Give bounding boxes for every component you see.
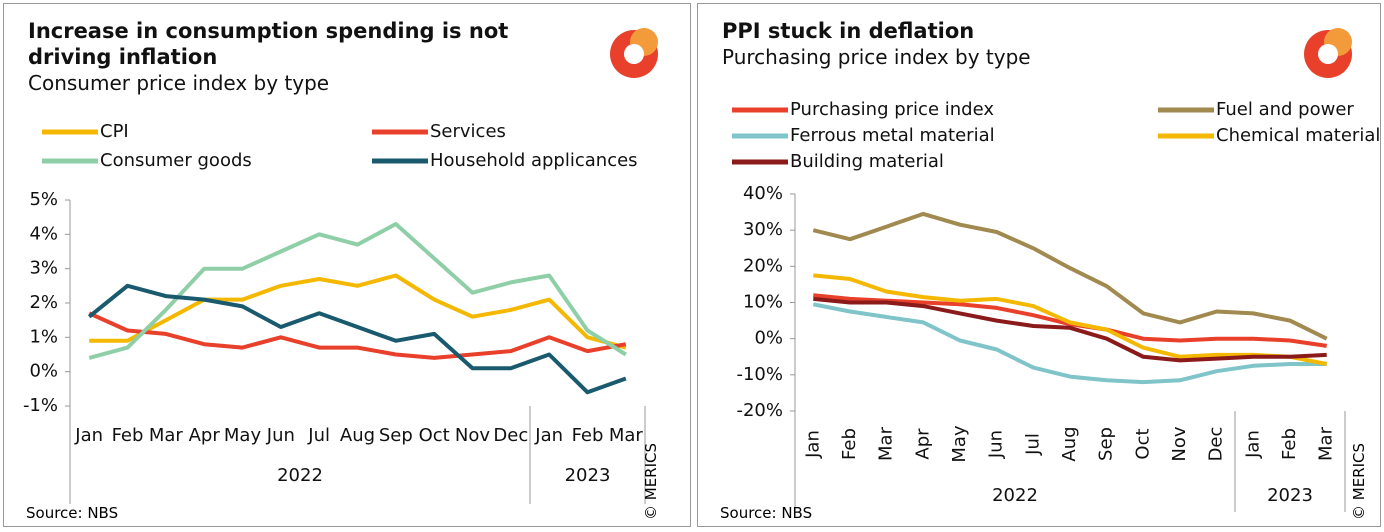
x-tick-label: Sep <box>1096 427 1117 461</box>
x-tick-label: Apr <box>912 428 933 460</box>
x-tick-label: Dec <box>1206 427 1227 462</box>
chart-panel: -1% 0% 1% 2% 3% 4% 5% Jan Feb Mar Apr May Jun Jul Aug S… <box>3 3 691 527</box>
group-label: 2023 <box>1267 485 1313 506</box>
y-tick-label: -10% <box>736 364 783 385</box>
y-tick-label: 2% <box>29 292 58 313</box>
x-tick-label: Feb <box>572 425 604 446</box>
logo <box>1304 28 1352 78</box>
series-line <box>812 302 1327 385</box>
series-line <box>87 283 627 395</box>
x-tick-label: Jan <box>1242 430 1263 459</box>
y-tick-label: 0% <box>29 361 58 382</box>
source: Source: NBS <box>26 504 119 522</box>
group-label: 2023 <box>565 465 611 486</box>
x-tick-label: Jun <box>986 430 1007 459</box>
x-tick-label: Feb <box>112 425 144 446</box>
y-tick-label: 40% <box>743 183 783 204</box>
y-tick-label: 20% <box>743 255 783 276</box>
chart-panel: -20% -10% 0% 10% 20% 30% 40% Jan Feb Mar Apr May Jun… <box>697 3 1381 527</box>
chart-subtitle: Purchasing price index by type <box>722 45 1031 69</box>
y-tick-label: 1% <box>29 326 58 347</box>
x-tick-label: Mar <box>609 425 644 446</box>
x-tick-label: Aug <box>340 425 375 446</box>
x-tick-label: Mar <box>876 426 897 461</box>
x-tick-label: Feb <box>839 428 860 460</box>
x-tick-label: Apr <box>189 425 221 446</box>
legend-label: Services <box>430 121 506 142</box>
legend-label: Ferrous metal material <box>790 125 995 146</box>
source: Source: NBS <box>720 504 813 522</box>
x-tick-label: May <box>224 425 262 446</box>
x-tick-label: Oct <box>419 425 450 446</box>
x-tick-label: Dec <box>493 425 528 446</box>
series-line <box>812 211 1328 341</box>
legend-label: Purchasing price index <box>790 99 994 120</box>
credit: © MERICS <box>642 442 660 520</box>
y-tick-label: 5% <box>29 189 58 210</box>
x-tick-label: Mar <box>149 425 184 446</box>
x-tick-label: Jun <box>266 425 295 446</box>
chart: -1%0%1%2%3%4%5%Jan Feb Mar Apr May Jun Jul Aug S… <box>23 28 658 504</box>
y-tick-label: 4% <box>29 223 58 244</box>
y-tick-label: 0% <box>754 328 783 349</box>
y-tick-label: 10% <box>743 292 783 313</box>
legend-label: Household applicances <box>430 150 638 171</box>
legend-label: Consumer goods <box>100 150 252 171</box>
x-tick-label: Jan <box>802 430 823 459</box>
y-tick-label: 3% <box>29 258 58 279</box>
series-line <box>813 296 1327 363</box>
x-tick-label: Jul <box>1022 433 1043 456</box>
x-tick-label: Oct <box>1132 428 1153 459</box>
x-tick-label: Sep <box>379 425 413 446</box>
legend-label: CPI <box>100 121 129 142</box>
y-tick-label: -20% <box>736 400 783 421</box>
y-tick-label: 30% <box>743 219 783 240</box>
chart: -20% -10% 0% 10% 20% 30% 40% Jan Feb Mar Apr May Jun… <box>732 28 1380 512</box>
credit: © MERICS <box>1350 442 1368 520</box>
chart-subtitle: Consumer price index by type <box>28 71 330 95</box>
logo <box>610 28 658 78</box>
x-tick-label: Jul <box>307 425 330 446</box>
series-line <box>88 311 627 360</box>
legend-label: Chemical material <box>1216 125 1380 146</box>
legend-label: Fuel and power <box>1216 99 1354 120</box>
x-tick-label: May <box>949 425 970 463</box>
y-tick-label: -1% <box>23 395 58 416</box>
series-line <box>813 273 1328 366</box>
x-tick-label: Mar <box>1316 426 1337 461</box>
x-tick-label: Nov <box>1169 426 1190 461</box>
x-tick-label: Aug <box>1059 426 1080 461</box>
legend-label: Building material <box>790 151 944 172</box>
x-tick-label: Feb <box>1279 428 1300 460</box>
chart-title: PPI stuck in deflation <box>722 19 975 43</box>
group-label: 2022 <box>277 465 323 486</box>
group-label: 2022 <box>992 485 1038 506</box>
x-tick-label: Nov <box>455 425 490 446</box>
series-line <box>89 273 627 350</box>
x-tick-label: Jan <box>74 425 103 446</box>
x-tick-label: Jan <box>534 425 563 446</box>
chart-title: Increase in consumption spending is not … <box>28 19 509 69</box>
